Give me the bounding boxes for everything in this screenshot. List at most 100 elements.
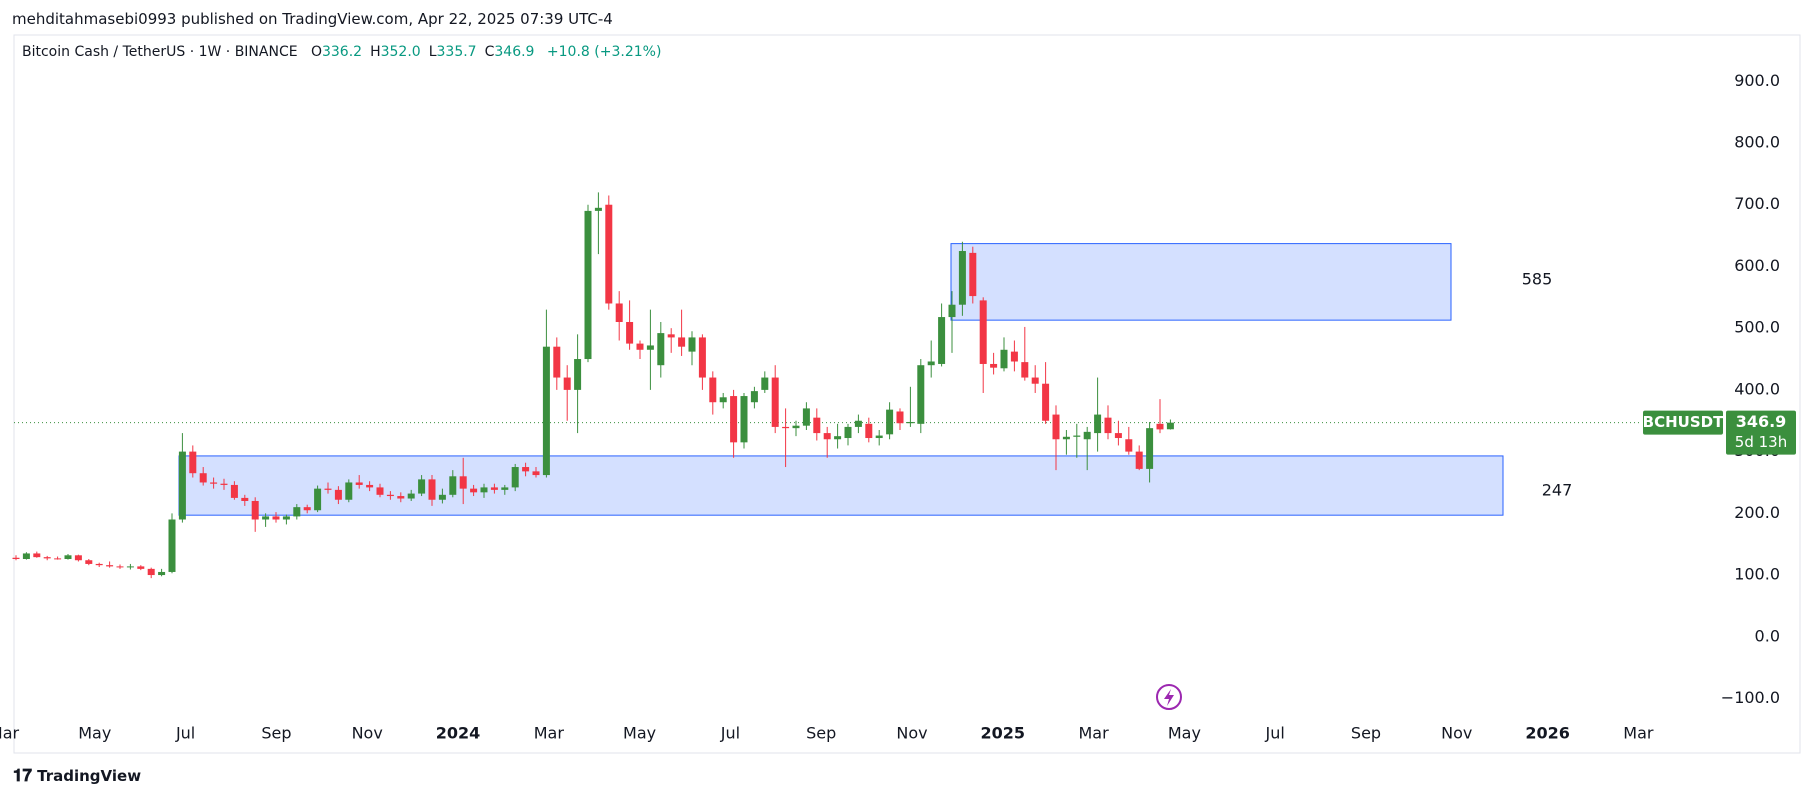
candle-body xyxy=(771,377,779,427)
candle-body xyxy=(397,496,405,499)
candle-body xyxy=(532,471,540,476)
candle-body xyxy=(1104,417,1112,434)
x-tick-label: Jul xyxy=(1265,724,1285,743)
candle-body xyxy=(990,363,998,368)
candle-body xyxy=(1166,422,1174,430)
candle-body xyxy=(1062,436,1070,440)
candle-body xyxy=(1156,423,1164,430)
x-tick-label: Sep xyxy=(806,724,836,743)
x-tick-label: Nov xyxy=(1441,724,1472,743)
y-tick-label: 800.0 xyxy=(1734,133,1780,152)
candle-body xyxy=(574,359,582,390)
candle-body xyxy=(386,494,394,497)
x-tick-label: Mar xyxy=(1623,724,1654,743)
symbol-badge xyxy=(1643,410,1723,435)
zone-label: 585 xyxy=(1522,270,1553,289)
candle-body xyxy=(293,507,301,517)
y-tick-label: 200.0 xyxy=(1734,503,1780,522)
candle-body xyxy=(116,566,124,568)
candle-body xyxy=(251,500,259,520)
candle-body xyxy=(1021,362,1029,378)
legend: Bitcoin Cash / TetherUS · 1W · BINANCE O… xyxy=(22,44,669,60)
brand-name: TradingView xyxy=(37,767,142,785)
ohlc-value: 335.7 xyxy=(436,44,477,60)
candle-body xyxy=(958,251,966,305)
price-badge-text: 346.9 xyxy=(1736,412,1787,431)
candle-body xyxy=(865,423,873,439)
candle-body xyxy=(678,337,686,347)
candle-body xyxy=(938,317,946,364)
candle-body xyxy=(230,484,238,498)
candle-body xyxy=(657,333,665,366)
candle-body xyxy=(449,476,457,495)
candle-body xyxy=(199,473,207,483)
candle-body xyxy=(969,252,977,297)
x-tick-label: 2024 xyxy=(436,724,481,743)
candle-body xyxy=(782,426,790,429)
zone-label: 247 xyxy=(1542,481,1573,500)
candle-body xyxy=(1010,351,1018,362)
candle-body xyxy=(730,396,738,443)
ohlc-key: C xyxy=(484,44,495,60)
candle-body xyxy=(459,476,467,489)
y-tick-label: 100.0 xyxy=(1734,565,1780,584)
candle-body xyxy=(241,497,249,501)
ohlc-value: 346.9 xyxy=(494,44,535,60)
candle-body xyxy=(1073,435,1081,437)
candle-body xyxy=(886,409,894,435)
ohlc-value: 352.0 xyxy=(380,44,421,60)
candle-body xyxy=(979,300,987,364)
candle-body xyxy=(407,493,415,499)
candle-body xyxy=(355,482,363,485)
ohlc-key: L xyxy=(428,44,437,60)
candle-body xyxy=(740,396,748,443)
x-tick-label: May xyxy=(1168,724,1201,743)
countdown-text: 5d 13h xyxy=(1735,433,1787,451)
candle-body xyxy=(220,483,228,485)
y-tick-label: 900.0 xyxy=(1734,71,1780,90)
candle-body xyxy=(688,337,696,352)
candle-body xyxy=(85,560,93,564)
ohlc-key: H xyxy=(370,44,381,60)
candle-body xyxy=(137,566,145,569)
zone xyxy=(178,455,1504,516)
candle-body xyxy=(802,408,810,426)
candle-body xyxy=(490,487,498,490)
candle-body xyxy=(906,421,914,424)
candle-body xyxy=(95,563,103,566)
candle-body xyxy=(1125,439,1133,452)
candle-body xyxy=(1000,349,1008,369)
candle-body xyxy=(126,566,134,568)
y-tick-label: −100.0 xyxy=(1721,688,1780,707)
candle-body xyxy=(626,321,634,344)
candle-body xyxy=(345,482,353,500)
candle-body xyxy=(1146,428,1154,469)
x-tick-label: Mar xyxy=(0,724,20,743)
candle-body xyxy=(501,487,509,490)
candle-body xyxy=(210,482,218,484)
candle-body xyxy=(896,411,904,424)
candle-body xyxy=(158,571,166,576)
change: +10.8 (+3.21%) xyxy=(546,44,662,60)
candle-body xyxy=(22,553,30,559)
symbol-title: Bitcoin Cash / TetherUS · 1W · BINANCE xyxy=(22,44,298,60)
candle-body xyxy=(542,346,550,476)
candle-body xyxy=(366,484,374,488)
candle-body xyxy=(282,516,290,520)
price-badge xyxy=(1726,410,1796,455)
x-tick-label: Jul xyxy=(720,724,740,743)
y-tick-label: 700.0 xyxy=(1734,194,1780,213)
candle-body xyxy=(178,451,186,520)
candle-body xyxy=(43,557,51,559)
y-tick-label: 400.0 xyxy=(1734,379,1780,398)
candle-body xyxy=(12,557,20,559)
candle-body xyxy=(1094,414,1102,434)
candle-body xyxy=(875,435,883,439)
candle-body xyxy=(1031,377,1039,384)
candle-body xyxy=(761,377,769,390)
y-tick-label: 600.0 xyxy=(1734,256,1780,275)
candle-body xyxy=(272,516,280,520)
x-tick-label: Sep xyxy=(261,724,291,743)
